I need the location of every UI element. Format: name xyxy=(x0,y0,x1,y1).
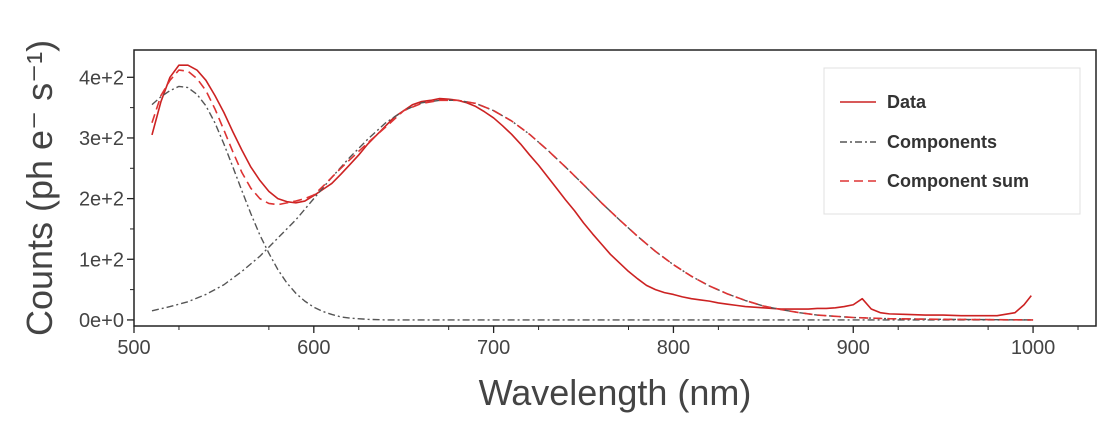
x-tick-label: 600 xyxy=(297,337,330,359)
y-axis-label: Counts (ph e⁻ s⁻¹) xyxy=(19,40,60,336)
y-tick-label: 0e+0 xyxy=(79,310,124,332)
x-axis-label: Wavelength (nm) xyxy=(479,372,752,413)
y-tick-label: 3e+2 xyxy=(79,128,124,150)
y-tick-label: 4e+2 xyxy=(79,67,124,89)
y-tick-label: 2e+2 xyxy=(79,189,124,211)
legend-label-component-sum: Component sum xyxy=(887,171,1029,191)
legend: Data Components Component sum xyxy=(823,67,1081,215)
legend-box xyxy=(823,67,1081,215)
x-tick-label: 700 xyxy=(477,337,510,359)
legend-label-data: Data xyxy=(887,92,927,112)
x-axis-ticks: 500 600 700 800 900 1000 xyxy=(117,326,1079,359)
series-group xyxy=(151,64,1034,321)
x-tick-label: 500 xyxy=(117,337,150,359)
series-line-data-0 xyxy=(151,64,1032,317)
series-line-components-1 xyxy=(151,85,1034,321)
x-tick-label: 800 xyxy=(657,337,690,359)
y-axis-ticks: 0e+0 1e+2 2e+2 3e+2 4e+2 xyxy=(79,67,134,332)
x-tick-label: 1000 xyxy=(1011,337,1056,359)
legend-label-components: Components xyxy=(887,132,997,152)
series-line-component-sum-3 xyxy=(151,69,1034,321)
plot-frame xyxy=(133,49,1097,327)
y-tick-label: 1e+2 xyxy=(79,249,124,271)
x-tick-label: 900 xyxy=(837,337,870,359)
